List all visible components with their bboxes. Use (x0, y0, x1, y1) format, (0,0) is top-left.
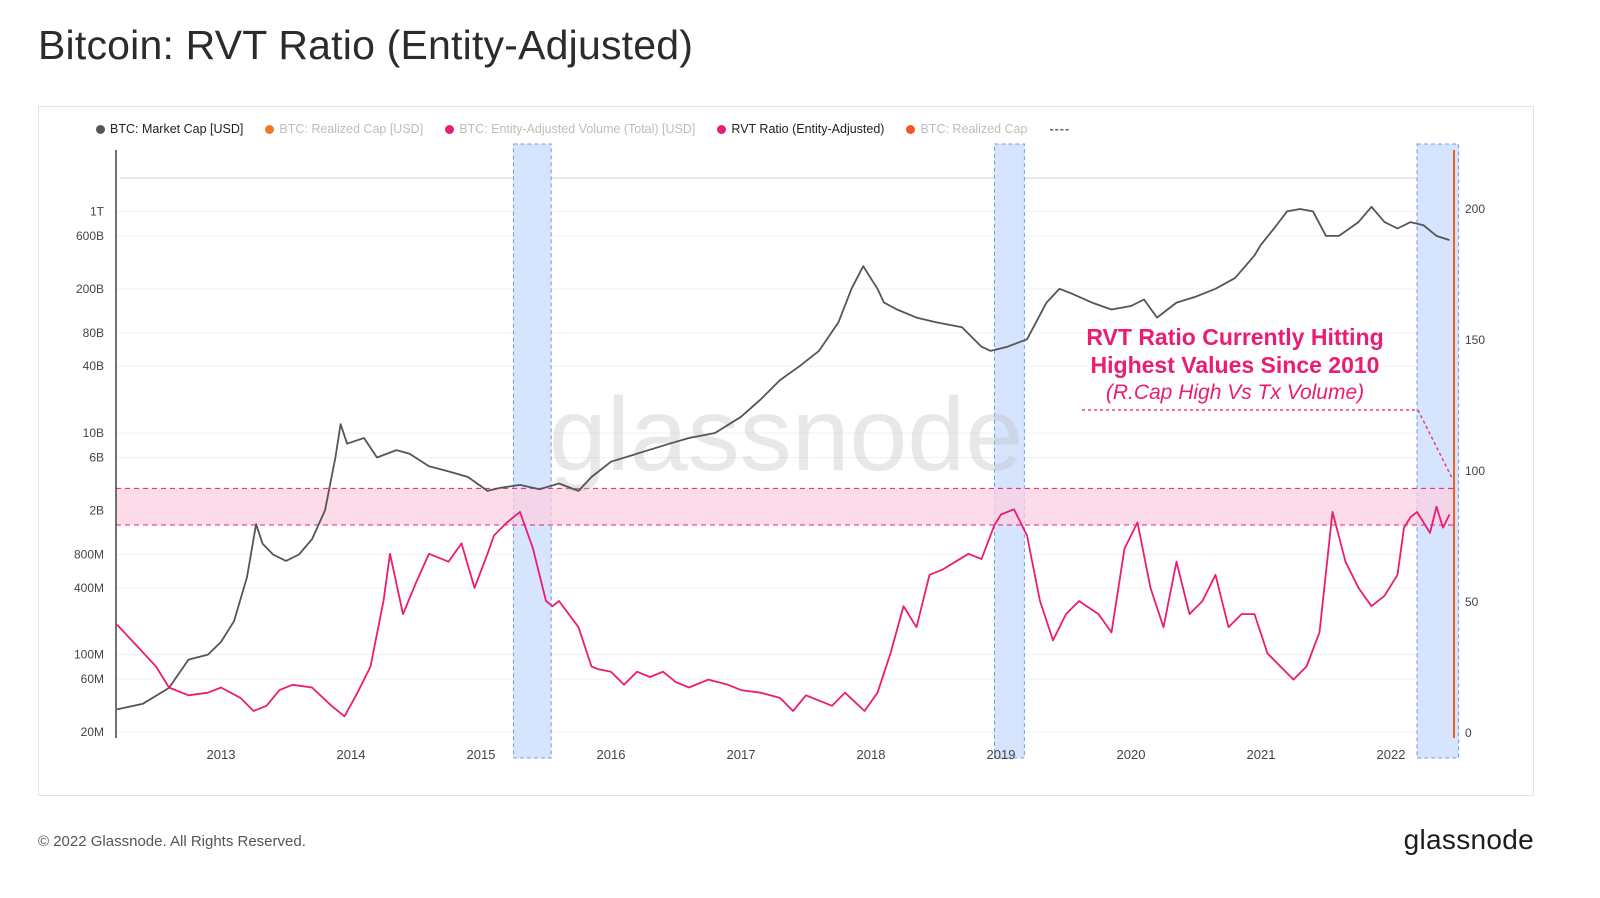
left-axis-tick: 1T (90, 204, 105, 218)
x-axis-tick: 2021 (1247, 747, 1276, 762)
left-axis-tick: 2B (89, 503, 104, 517)
left-axis-tick: 400M (74, 581, 104, 595)
legend-item-dashed[interactable]: ---- (1049, 122, 1070, 136)
right-axis-tick: 100 (1465, 464, 1485, 478)
highlight-period (1416, 143, 1460, 759)
right-axis-tick: 0 (1465, 726, 1472, 740)
legend-dot-realized-cap-usd (265, 124, 275, 134)
annotation-line-2: Highest Values Since 2010 (1090, 352, 1380, 378)
annotation-leader (1082, 409, 1453, 479)
left-axis-tick: 80B (83, 326, 104, 340)
legend-label: RVT Ratio (Entity-Adjusted) (731, 122, 885, 136)
right-axis-tick: 200 (1465, 202, 1485, 216)
x-axis-tick: 2016 (597, 747, 626, 762)
x-axis-tick: 2020 (1117, 747, 1146, 762)
legend-item-entity-volume[interactable]: BTC: Entity-Adjusted Volume (Total) [USD… (445, 122, 695, 136)
left-axis-tick: 40B (83, 359, 104, 373)
left-axis-tick: 10B (83, 426, 104, 440)
x-axis-tick: 2018 (857, 747, 886, 762)
annotation-line-3: (R.Cap High Vs Tx Volume) (1105, 381, 1365, 404)
glassnode-logo: glassnode (1403, 824, 1534, 855)
annotation-line-1: RVT Ratio Currently Hitting (1086, 324, 1384, 350)
x-axis-tick: 2022 (1377, 747, 1406, 762)
legend-dot-rvt-ratio (717, 124, 727, 134)
legend-label: BTC: Market Cap [USD] (110, 122, 244, 136)
legend-dash-label: ---- (1049, 122, 1071, 136)
left-axis-tick: 200B (76, 282, 104, 296)
left-axis-tick: 60M (81, 672, 104, 686)
chart-panel (38, 106, 1534, 796)
rvt-band (116, 488, 1456, 526)
right-axis-tick: 150 (1465, 333, 1485, 347)
x-axis-tick: 2014 (337, 747, 366, 762)
legend-item-market-cap[interactable]: BTC: Market Cap [USD] (96, 122, 243, 136)
left-axis-tick: 6B (89, 451, 104, 465)
left-axis-tick: 20M (81, 725, 104, 739)
legend-label: BTC: Realized Cap [USD] (279, 122, 424, 136)
legend-item-realized-cap-usd[interactable]: BTC: Realized Cap [USD] (265, 122, 423, 136)
legend-label: BTC: Entity-Adjusted Volume (Total) [USD… (459, 122, 696, 136)
copyright-footer: © 2022 Glassnode. All Rights Reserved. (38, 833, 306, 850)
right-axis-tick: 50 (1465, 595, 1479, 609)
legend-item-rvt-ratio[interactable]: RVT Ratio (Entity-Adjusted) (717, 122, 884, 136)
watermark: glassnode (549, 377, 1023, 493)
market-cap-line (116, 205, 1450, 711)
x-axis-tick: 2015 (467, 747, 496, 762)
rvt-ratio-line (116, 505, 1451, 718)
legend-item-realized-cap[interactable]: BTC: Realized Cap (906, 122, 1027, 136)
x-axis-tick: 2019 (987, 747, 1016, 762)
chart-legend: BTC: Market Cap [USD] BTC: Realized Cap … (96, 120, 1092, 138)
legend-dot-realized-cap (906, 124, 916, 134)
legend-dot-market-cap (96, 124, 105, 134)
x-axis-tick: 2017 (727, 747, 756, 762)
page-title: Bitcoin: RVT Ratio (Entity-Adjusted) (38, 22, 694, 68)
highlight-period (994, 143, 1025, 759)
legend-label: BTC: Realized Cap (920, 122, 1028, 136)
highlight-period (513, 143, 552, 759)
x-axis-tick: 2013 (207, 747, 236, 762)
left-axis-tick: 600B (76, 229, 104, 243)
legend-dot-entity-volume (445, 124, 455, 134)
left-axis-tick: 100M (74, 648, 104, 662)
left-axis-tick: 800M (74, 547, 104, 561)
